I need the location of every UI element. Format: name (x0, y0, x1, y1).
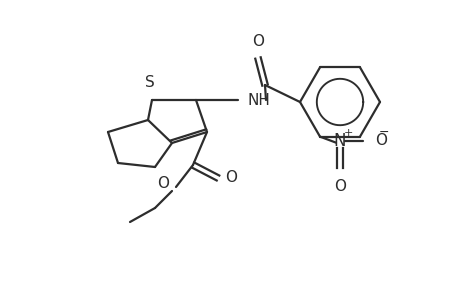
Text: O: O (374, 133, 386, 148)
Text: O: O (333, 178, 345, 194)
Text: O: O (157, 176, 168, 191)
Text: O: O (252, 34, 263, 49)
Text: NH: NH (247, 92, 270, 107)
Text: +: + (342, 128, 352, 138)
Text: −: − (378, 126, 388, 139)
Text: N: N (333, 132, 346, 150)
Text: S: S (145, 75, 155, 90)
Text: O: O (224, 170, 236, 185)
